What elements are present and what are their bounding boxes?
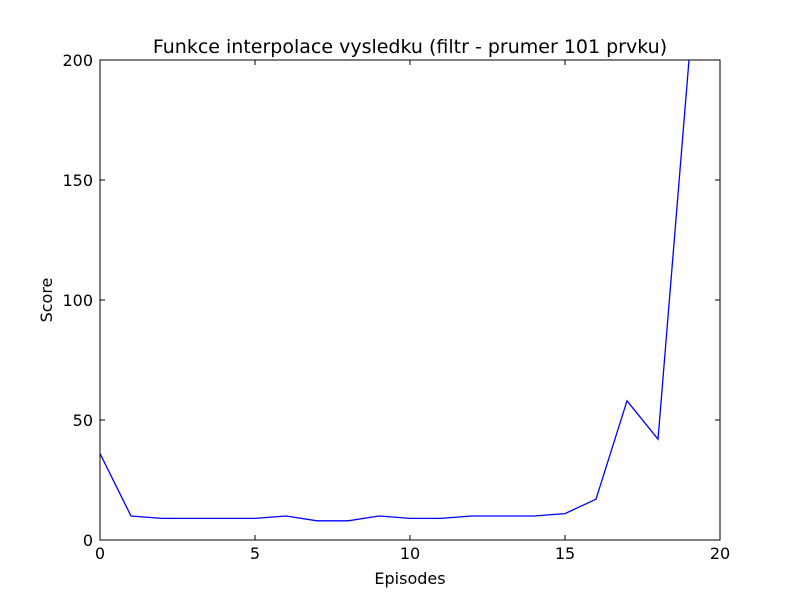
y-tick-label: 200	[62, 51, 93, 70]
x-tick-label: 0	[95, 544, 105, 563]
y-tick-label: 100	[62, 291, 93, 310]
series-layer	[100, 60, 690, 522]
x-tick-label: 15	[555, 544, 575, 563]
y-axis: 0 50 100 150 200	[62, 51, 720, 550]
plot-area-frame	[99, 59, 721, 541]
x-axis-label: Episodes	[374, 569, 445, 588]
x-tick-label: 5	[250, 544, 260, 563]
chart-title: Funkce interpolace vysledku (filtr - pru…	[153, 36, 667, 58]
y-axis-label: Score	[37, 278, 56, 323]
y-tick-label: 0	[83, 531, 93, 550]
y-tick-label: 150	[62, 171, 93, 190]
y-tick-label: 50	[73, 411, 93, 430]
x-axis: 0 5 10 15 20	[95, 60, 730, 563]
x-tick-label: 20	[710, 544, 730, 563]
x-tick-label: 10	[400, 544, 420, 563]
series-line-0	[100, 60, 690, 522]
